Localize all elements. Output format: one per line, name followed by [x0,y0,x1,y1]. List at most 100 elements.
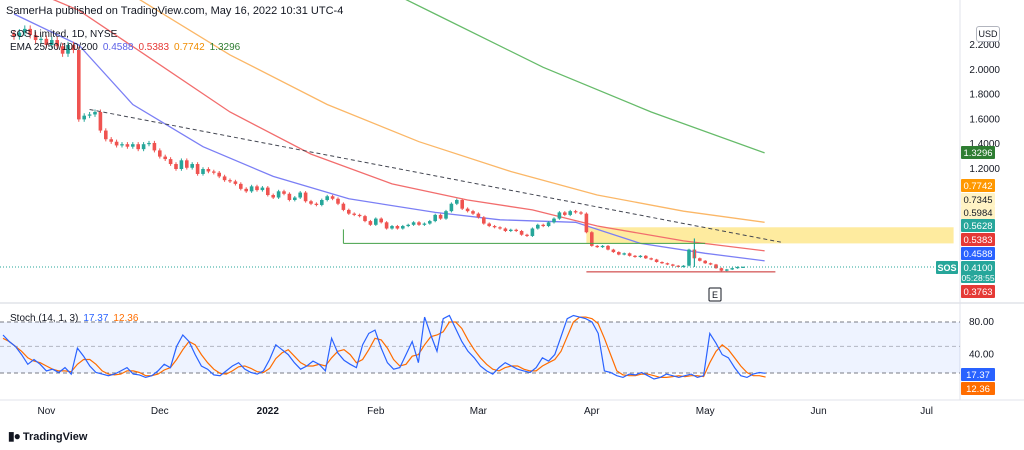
candle[interactable] [195,162,200,176]
candle[interactable] [622,252,626,256]
candle[interactable] [660,261,664,264]
candle[interactable] [606,245,610,251]
candle[interactable] [638,255,643,258]
candle[interactable] [563,211,567,217]
candle[interactable] [417,221,421,226]
symbol-tag[interactable]: SOS [936,261,958,274]
price-label[interactable]: 0.7345 [961,193,995,206]
candle[interactable] [525,233,529,237]
candle[interactable] [325,194,329,202]
candle[interactable] [482,216,486,225]
candle[interactable] [244,187,248,193]
price-label[interactable]: 0.7742 [961,179,995,192]
candle[interactable] [428,219,432,225]
ema25-line[interactable] [13,13,765,262]
candle[interactable] [71,41,76,54]
candle[interactable] [368,219,373,226]
candle[interactable] [492,224,497,229]
candle[interactable] [293,196,297,202]
candle[interactable] [498,226,502,230]
candle[interactable] [735,266,740,269]
price-label[interactable]: 0.3763 [961,285,995,298]
earnings-marker[interactable]: E [708,287,722,302]
resistance-zone[interactable] [586,227,954,244]
candle[interactable] [66,41,70,57]
candle[interactable] [611,248,616,253]
candle[interactable] [185,158,189,170]
candle[interactable] [136,142,140,152]
candle[interactable] [703,260,707,264]
candle[interactable] [514,228,518,233]
price-label[interactable]: 0.4588 [961,247,995,260]
candle[interactable] [217,170,221,179]
candle[interactable] [519,229,524,236]
candle[interactable] [363,214,367,223]
candle[interactable] [579,211,583,215]
candle[interactable] [698,257,702,262]
candle[interactable] [665,262,670,266]
candle[interactable] [476,212,481,219]
candle[interactable] [125,142,130,149]
candle[interactable] [471,209,475,215]
candle[interactable] [109,137,113,144]
candle[interactable] [374,217,378,226]
stoch-value-label[interactable]: 12.36 [961,382,995,395]
candle[interactable] [406,223,410,228]
candle[interactable] [174,162,178,171]
candle[interactable] [50,36,54,49]
price-label[interactable]: 0.5984 [961,206,995,219]
candle[interactable] [352,212,356,217]
candle[interactable] [212,169,216,175]
candle[interactable] [23,25,27,37]
candle[interactable] [649,257,653,261]
candle[interactable] [309,199,313,206]
candle[interactable] [39,35,43,44]
candle[interactable] [384,221,389,230]
candle[interactable] [330,194,335,201]
candle[interactable] [584,212,589,234]
candle[interactable] [114,139,119,148]
candle[interactable] [249,184,254,193]
candle[interactable] [379,217,383,224]
candle[interactable] [201,167,205,176]
candle[interactable] [719,267,724,272]
candle[interactable] [681,265,686,268]
candle[interactable] [422,222,427,226]
candle[interactable] [730,267,734,271]
candle[interactable] [411,221,416,226]
candle[interactable] [546,221,551,228]
candle[interactable] [287,192,292,202]
candle[interactable] [120,142,124,148]
candle[interactable] [627,252,632,257]
candle[interactable] [320,198,324,207]
tradingview-logo[interactable]: ▮● TradingView [8,429,87,443]
candle[interactable] [568,209,572,217]
ema200-line[interactable] [230,0,765,154]
candle[interactable] [460,198,464,210]
candle[interactable] [503,227,508,233]
candle[interactable] [104,128,108,142]
candle[interactable] [541,223,545,228]
candle[interactable] [163,154,167,161]
candle[interactable] [595,245,599,248]
candle[interactable] [465,207,470,213]
candle[interactable] [233,179,238,186]
candle[interactable] [239,182,243,191]
candle[interactable] [654,258,659,263]
candle[interactable] [141,142,146,152]
candle[interactable] [190,162,194,170]
candle[interactable] [336,197,340,206]
price-label[interactable]: 0.5383 [961,233,995,246]
candle[interactable] [708,262,713,266]
candle[interactable] [276,189,281,199]
candle[interactable] [131,142,135,149]
candle[interactable] [395,224,400,230]
candle[interactable] [152,140,157,153]
candle[interactable] [55,36,59,50]
candle[interactable] [671,263,675,267]
candle[interactable] [179,158,184,171]
candle[interactable] [444,209,448,220]
ema100-line[interactable] [57,0,765,223]
candle[interactable] [255,184,259,192]
